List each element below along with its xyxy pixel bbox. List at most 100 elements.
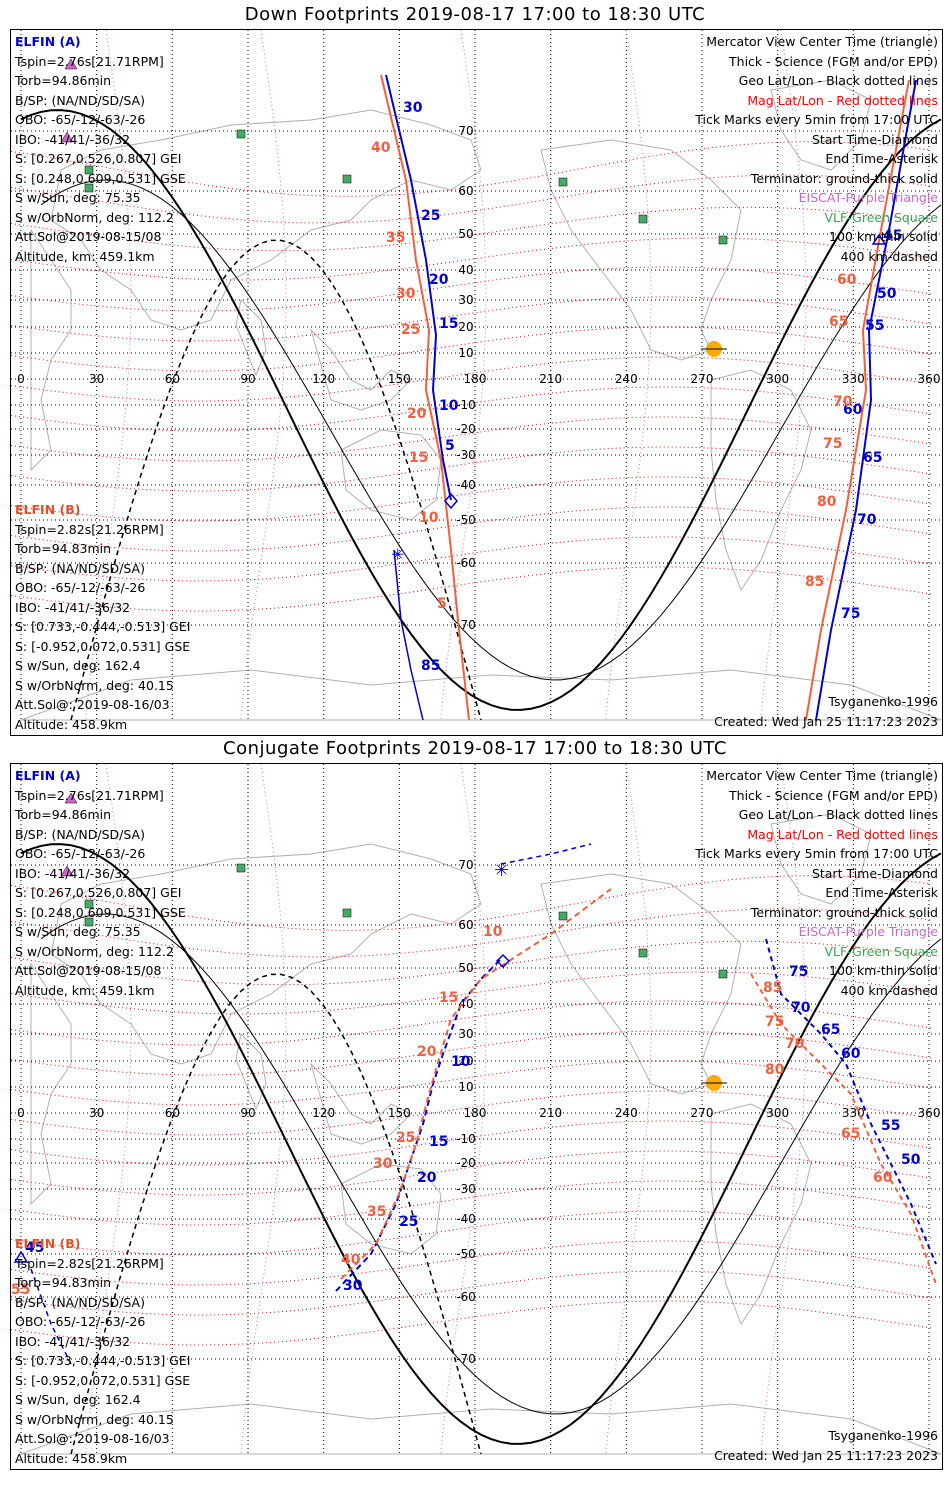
legend-item: EISCAT-Purple Triangle <box>798 190 938 205</box>
lon-tick-label: 60 <box>165 372 180 386</box>
panel-title-conjugate: Conjugate Footprints 2019-08-17 17:00 to… <box>223 738 727 759</box>
info-line: IBO: -41/41/-36/32 <box>15 599 131 615</box>
info-line: Tspin=2.82s[21.26RPM] <box>15 521 164 537</box>
lon-tick-label: 270 <box>691 372 714 386</box>
info-line: Att.Sol@2019-08-15/08 <box>15 229 162 244</box>
sun-icon <box>701 1075 727 1091</box>
lat-tick-label: 70 <box>458 124 473 138</box>
map-canvas: 0 30 60 90 120 150 180 210 240 270 300 330 360706050… <box>11 30 942 721</box>
spacecraft-header: ELFIN (B) <box>15 1236 81 1251</box>
track-tick-label: 35 <box>367 1204 386 1220</box>
lat-tick-label: 20 <box>458 1054 473 1068</box>
info-line: OBO: -65/-12/-63/-26 <box>15 580 146 595</box>
vlf-green-square <box>638 948 648 958</box>
lon-tick-label: 330 <box>842 1106 865 1120</box>
track-tick-label: 65 <box>841 1126 860 1142</box>
lat-tick-label: -50 <box>456 1247 476 1261</box>
lat-tick-label: -60 <box>456 556 476 570</box>
info-line: Altitude, km: 459.1km <box>15 248 155 264</box>
elfin-a-info: ELFIN (A) Tspin=2.76s[21.71RPM] Torb=94.86… <box>15 32 186 266</box>
track-tick-label: 15 <box>439 316 458 332</box>
info-line: Torb=94.83min <box>15 541 112 556</box>
axis-labels: 0 30 60 90 120 150 180 210 240 270 300 330 360 70 60 50… <box>17 858 940 1366</box>
lon-tick-label: 270 <box>691 1106 714 1120</box>
track-tick-label: 65 <box>863 450 882 466</box>
track-tick-label: 55 <box>881 1118 900 1134</box>
geo-grid <box>11 764 942 1454</box>
vlf-green-square <box>342 908 352 918</box>
down-footprints-panel: 0 30 60 90 120 150 180 210 240 270 300 330 360 70 60 50… <box>10 29 943 736</box>
info-line: S: [-0.952,0.072,0.531] GSE <box>15 638 191 654</box>
lat-tick-label: 10 <box>458 1080 473 1094</box>
info-line: S: [0.248,0.609,0.531] GSE <box>15 170 186 186</box>
map-legend: Mercator View Center Time (triangle) Thic… <box>695 766 938 1000</box>
lat-tick-label: 20 <box>458 320 473 334</box>
lat-tick-label: -50 <box>456 513 476 527</box>
info-line: S w/Sun, deg: 162.4 <box>15 1392 141 1407</box>
lat-tick-label: 40 <box>458 997 473 1011</box>
lat-tick-label: -40 <box>456 478 476 492</box>
model-label: Tsyganenko-1996 <box>828 694 938 709</box>
info-line: Att.Sol@: 2019-08-16/03 <box>15 1431 170 1446</box>
track-tick-label: 5 <box>437 596 447 612</box>
lon-tick-label: 240 <box>615 1106 638 1120</box>
track-tick-label: 85 <box>763 980 782 996</box>
track-tick-label: 15 <box>409 450 428 466</box>
track-tick-label: 75 <box>823 436 842 452</box>
lon-tick-label: 120 <box>312 372 335 386</box>
info-line: Att.Sol@: 2019-08-16/03 <box>15 697 170 712</box>
vlf-green-square <box>84 165 94 175</box>
info-line: Att.Sol@2019-08-15/08 <box>15 963 162 978</box>
info-line: IBO: -41/41/-36/32 <box>15 865 131 881</box>
lat-tick-label: -30 <box>456 1182 476 1196</box>
track-tick-label: 80 <box>765 1062 785 1078</box>
info-line: IBO: -41/41/-36/32 <box>15 131 131 147</box>
info-line: Tspin=2.76s[21.71RPM] <box>15 53 164 69</box>
end-asterisk: ✳ <box>494 860 509 881</box>
info-line: S w/Sun, deg: 162.4 <box>15 658 141 673</box>
track-tick-label: 50 <box>877 286 897 302</box>
track-tick-label: 80 <box>817 494 837 510</box>
lon-tick-label: 60 <box>165 1106 180 1120</box>
info-line: B/SP: (NA/ND/SD/SA) <box>15 826 145 842</box>
track-tick-label: 50 <box>901 1152 921 1168</box>
track-tick-label: 70 <box>785 1036 805 1052</box>
spacecraft-header: ELFIN (A) <box>15 768 81 783</box>
info-line: B/SP: (NA/ND/SD/SA) <box>15 1294 145 1310</box>
coastlines <box>20 813 942 1455</box>
track-tick-label: 25 <box>399 1214 418 1230</box>
info-line: OBO: -65/-12/-63/-26 <box>15 1314 146 1329</box>
info-line: S w/OrbNorm, deg: 40.15 <box>15 1411 174 1427</box>
vlf-green-square <box>342 174 352 184</box>
info-line: S w/Sun, deg: 75.35 <box>15 190 141 205</box>
legend-item: VLF-Green Square <box>824 943 938 959</box>
track-tick-label: 30 <box>396 286 416 302</box>
info-line: S: [0.248,0.609,0.531] GSE <box>15 904 186 920</box>
track-tick-label: 30 <box>403 100 423 116</box>
terminator <box>20 109 942 721</box>
lat-tick-label: -10 <box>456 398 476 412</box>
info-line: Tspin=2.76s[21.71RPM] <box>15 787 164 803</box>
lon-tick-label: 240 <box>615 372 638 386</box>
lon-tick-label: 330 <box>842 372 865 386</box>
track-tick-label: 20 <box>417 1170 437 1186</box>
center-time-triangle <box>13 1250 29 1263</box>
track-tick-label: 30 <box>373 1156 393 1172</box>
lon-tick-label: 150 <box>388 1106 411 1120</box>
legend-item: Terminator: ground-thick solid <box>750 904 938 920</box>
vlf-green-square <box>84 917 94 927</box>
lon-tick-label: 120 <box>312 1106 335 1120</box>
info-line: Torb=94.86min <box>15 807 112 822</box>
legend-item: Start Time-Diamond <box>811 865 938 881</box>
conjugate-footprints-panel: 0 30 60 90 120 150 180 210 240 270 300 330 360 70 60 50… <box>10 763 943 1470</box>
start-diamond <box>495 953 511 969</box>
track-tick-label: 70 <box>833 394 853 410</box>
lat-tick-label: 10 <box>458 346 473 360</box>
track-tick-label: 10 <box>419 510 439 526</box>
track-tick-label: 5 <box>445 438 455 454</box>
vlf-green-square <box>84 183 94 193</box>
lon-tick-label: 180 <box>464 372 487 386</box>
legend-item: Mercator View Center Time (triangle) <box>706 768 938 783</box>
vlf-green-square <box>638 214 648 224</box>
legend-item: Start Time-Diamond <box>811 131 938 147</box>
